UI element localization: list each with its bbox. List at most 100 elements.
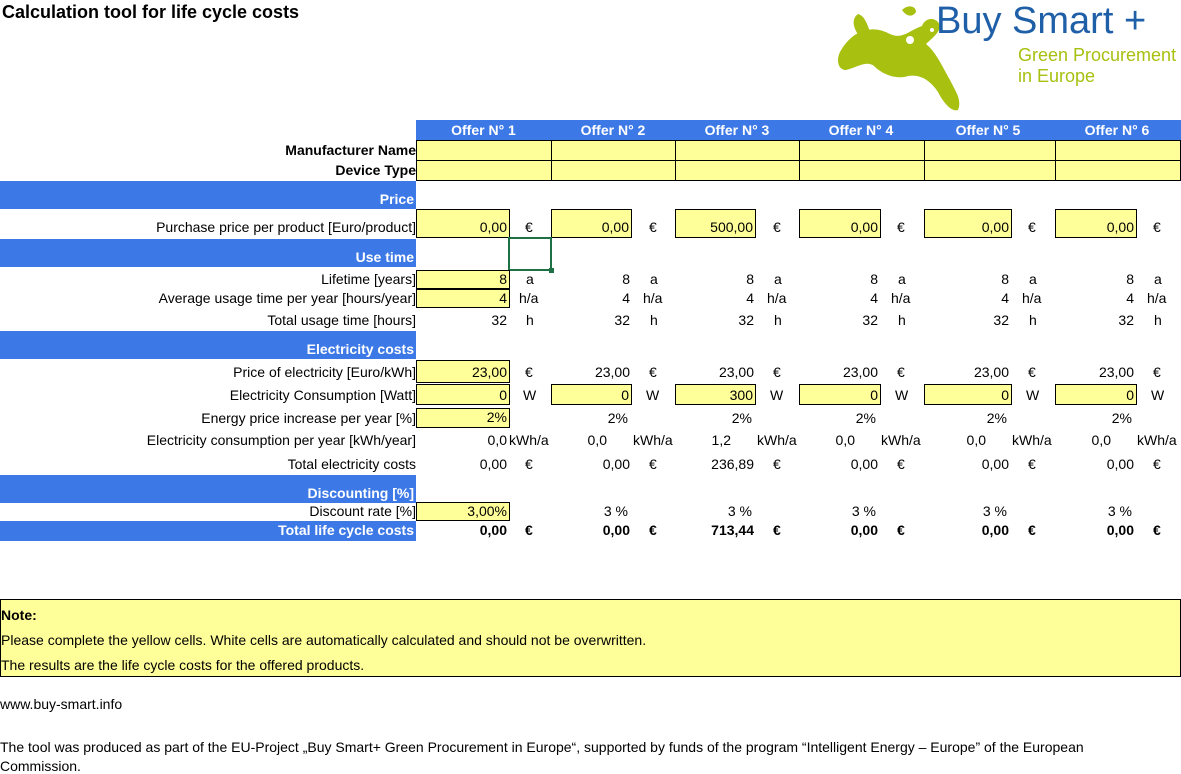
years-unit: a [526,271,534,287]
lifetime-label: Lifetime [years] [321,271,416,287]
consumption-year-value-3: 1,2 [711,432,731,448]
price-increase-input-1[interactable]: 2% [416,408,510,428]
footer-line-1: The tool was produced as part of the EU-… [0,739,1084,755]
electricity-section-band: Electricity costs [0,331,416,359]
selected-cell[interactable] [508,237,554,273]
consumption-input-3[interactable]: 300 [675,384,756,405]
lifetime-input-1[interactable]: 8 [416,270,510,289]
total-usage-value-4: 32 [862,312,878,328]
euro-unit: € [1028,364,1036,380]
hours-unit: h [1154,312,1162,328]
euro-unit: € [525,364,533,380]
euro-unit: € [897,456,905,472]
device-type-input-6[interactable] [1055,160,1181,181]
hours-year-unit: h/a [519,290,539,306]
total-lcc-value-4: 0,00 [850,522,878,538]
lifetime-value-2: 8 [622,271,630,287]
discount-rate-value-5: 3 % [982,503,1007,519]
discount-section-band: Discounting [%] [0,475,416,503]
euro-unit: € [649,364,657,380]
device-type-input-5[interactable] [924,160,1056,181]
total-electricity-value-5: 0,00 [981,456,1009,472]
manufacturer-input-1[interactable] [416,140,552,161]
note-heading: Note: [1,607,37,623]
manufacturer-input-2[interactable] [551,140,676,161]
lifetime-value-6: 8 [1126,271,1134,287]
manufacturer-input-6[interactable] [1055,140,1181,161]
kwh-year-unit: kWh/a [509,432,549,448]
total-electricity-label: Total electricity costs [287,456,416,472]
consumption-input-6[interactable]: 0 [1055,384,1137,405]
manufacturer-input-3[interactable] [675,140,800,161]
note-line-1: Please complete the yellow cells. White … [1,632,647,648]
consumption-input-1[interactable]: 0 [416,384,510,405]
device-type-input-1[interactable] [416,160,552,181]
consumption-year-value-4: 0,0 [835,432,855,448]
price-increase-value-4: 2% [855,410,876,426]
use-time-section-band: Use time [0,239,416,267]
watt-unit: W [646,387,660,403]
discount-rate-value-4: 3 % [851,503,876,519]
lifetime-value-5: 8 [1001,271,1009,287]
purchase-price-input-3[interactable]: 500,00 [675,209,756,238]
lifetime-value-4: 8 [870,271,878,287]
total-electricity-value-1: 0,00 [479,456,507,472]
total-electricity-value-6: 0,00 [1106,456,1134,472]
consumption-year-label: Electricity consumption per year [kWh/ye… [146,432,416,448]
electricity-price-input-1[interactable]: 23,00 [416,360,510,383]
euro-unit: € [773,364,781,380]
hours-unit: h [526,312,534,328]
device-type-input-2[interactable] [551,160,676,181]
purchase-price-input-2[interactable]: 0,00 [551,209,632,238]
device-type-input-3[interactable] [675,160,800,181]
frog-logo-icon [838,6,960,111]
years-unit: a [650,271,658,287]
offer-header-3: Offer N° 3 [704,122,770,138]
usage-value-5: 4 [1001,290,1009,306]
purchase-price-input-1[interactable]: 0,00 [416,209,510,238]
manufacturer-input-4[interactable] [799,140,925,161]
euro-unit: € [649,456,657,472]
purchase-price-input-4[interactable]: 0,00 [799,209,881,238]
usage-value-3: 4 [746,290,754,306]
consumption-input-2[interactable]: 0 [551,384,632,405]
kwh-year-unit: kWh/a [1012,432,1052,448]
total-usage-value-3: 32 [738,312,754,328]
euro-unit: € [897,219,905,235]
purchase-price-input-5[interactable]: 0,00 [924,209,1012,238]
total-usage-value-1: 32 [491,312,507,328]
offer-header-row: Offer N° 1 Offer N° 2 Offer N° 3 Offer N… [416,120,1181,140]
price-increase-value-6: 2% [1111,410,1132,426]
electricity-price-label: Price of electricity [Euro/kWh] [233,364,416,380]
discount-rate-value-2: 3 % [603,503,628,519]
consumption-year-value-6: 0,0 [1091,432,1111,448]
electricity-price-value-4: 23,00 [842,364,878,380]
consumption-input-4[interactable]: 0 [799,384,881,405]
usage-input-1[interactable]: 4 [416,289,510,308]
euro-unit: € [773,456,781,472]
offer-header-6: Offer N° 6 [1084,122,1150,138]
total-lcc-band: Total life cycle costs [0,521,416,541]
purchase-price-input-6[interactable]: 0,00 [1055,209,1137,238]
manufacturer-input-5[interactable] [924,140,1056,161]
discount-rate-input-1[interactable]: 3,00% [416,502,510,521]
consumption-input-5[interactable]: 0 [924,384,1012,405]
price-increase-value-3: 2% [731,410,752,426]
hours-unit: h [650,312,658,328]
years-unit: a [1029,271,1037,287]
consumption-year-value-1: 0,0 [487,432,507,448]
hours-unit: h [898,312,906,328]
kwh-year-unit: kWh/a [881,432,921,448]
total-usage-label: Total usage time [hours] [267,312,416,328]
logo-line1: Green Procurement [1018,45,1177,65]
euro-unit: € [525,522,533,538]
total-lcc-value-1: 0,00 [479,522,507,538]
device-type-input-4[interactable] [799,160,925,181]
lifetime-value-3: 8 [746,271,754,287]
euro-unit: € [525,456,533,472]
discount-section-title: Discounting [%] [307,485,414,501]
consumption-year-value-5: 0,0 [966,432,986,448]
website-link[interactable]: www.buy-smart.info [0,696,123,712]
euro-unit: € [773,219,781,235]
watt-unit: W [770,387,784,403]
